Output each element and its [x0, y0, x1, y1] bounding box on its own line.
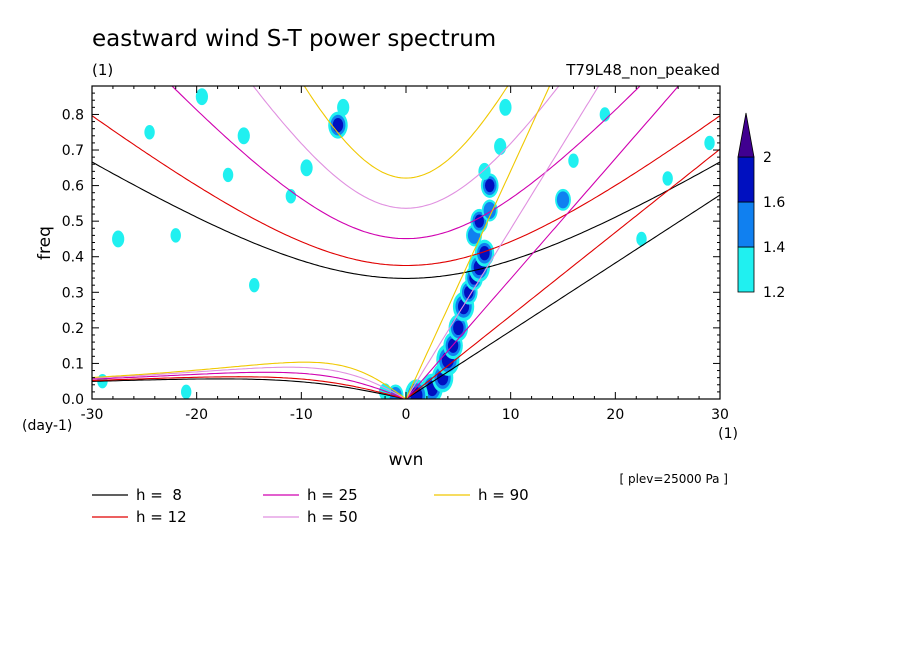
legend-item-h90: h = 90 [434, 486, 529, 504]
power-blob [494, 138, 507, 155]
x-tick-label: 0 [402, 407, 411, 423]
legend-label-h25: h = 25 [307, 486, 358, 504]
y-tick-label: 0.1 [62, 356, 84, 372]
colorbar-segment [737, 201, 755, 248]
plev-annotation: [ plev=25000 Pa ] [619, 472, 728, 486]
y-tick-label: 0.3 [62, 285, 84, 301]
x-tick-label: 10 [502, 407, 520, 423]
x-unit-label: (1) [718, 426, 738, 442]
power-blob [704, 135, 715, 151]
x-axis-label: wvn [389, 450, 424, 470]
legend-item-h25: h = 25 [263, 486, 358, 504]
rossby-curve [92, 376, 407, 399]
power-blob [474, 214, 485, 228]
colorbar-label: 1.6 [763, 195, 785, 211]
legend: h = 8 h = 12 h = 25 h = 50 h = 90 [92, 486, 529, 526]
colorbar-segment [737, 246, 755, 293]
gravity-curve [92, 161, 720, 279]
gravity-curve [92, 115, 720, 267]
legend-item-h8: h = 8 [92, 486, 182, 504]
power-blob [249, 277, 260, 293]
y-tick-label: 0.0 [62, 392, 84, 408]
colorbar-label: 2 [763, 150, 772, 166]
power-blob [181, 384, 192, 399]
plot-area [92, 86, 720, 399]
power-blob [479, 245, 490, 261]
x-tick-label: -30 [81, 407, 104, 423]
y-tick-label: 0.2 [62, 321, 84, 337]
power-blob [484, 178, 495, 193]
kelvin-curve [405, 86, 600, 399]
rossby-curve [92, 366, 407, 399]
power-blob [568, 153, 579, 168]
kelvin-curve [405, 148, 720, 399]
subtitle-left: (1) [92, 61, 113, 79]
legend-item-h12: h = 12 [92, 508, 187, 526]
legend-label-h50: h = 50 [307, 508, 358, 526]
y-tick-label: 0.4 [62, 250, 84, 266]
power-blob [144, 125, 155, 140]
kelvin-curve [405, 86, 551, 399]
y-tick-label: 0.7 [62, 143, 84, 159]
kelvin-curve [405, 194, 720, 399]
colorbar: 1.2 1.4 1.6 2 [737, 112, 785, 301]
rossby-curve [92, 361, 407, 399]
x-tick-label: 20 [606, 407, 624, 423]
power-blob [662, 171, 673, 186]
y-unit-label: (day-1) [22, 418, 72, 434]
x-tick-label: -20 [185, 407, 208, 423]
power-blob [556, 191, 570, 209]
y-tick-label: 0.6 [62, 179, 84, 195]
colorbar-label: 1.4 [763, 240, 785, 256]
legend-label-h90: h = 90 [478, 486, 529, 504]
gravity-curve [252, 86, 560, 209]
colorbar-segment [737, 156, 755, 203]
gravity-curve [171, 86, 641, 240]
y-axis-label: freq [35, 226, 55, 260]
rossby-curve [92, 371, 407, 399]
chart-title: eastward wind S-T power spectrum [92, 26, 496, 52]
gravity-curve [303, 86, 509, 179]
power-blob [453, 320, 464, 336]
subtitle-right: T79L48_non_peaked [565, 61, 720, 80]
y-axis: 0.0 0.1 0.2 0.3 0.4 0.5 0.6 0.7 0.8 [62, 92, 720, 408]
kelvin-curve [405, 86, 680, 399]
power-blob [237, 127, 250, 145]
power-blob [170, 228, 181, 243]
power-blob [499, 98, 512, 116]
x-axis: -30 -20 -10 0 10 20 30 [81, 86, 729, 423]
power-blob [483, 201, 496, 219]
y-tick-label: 0.8 [62, 107, 84, 123]
power-blob [332, 117, 344, 133]
legend-label-h8: h = 8 [136, 486, 182, 504]
colorbar-label: 1.2 [763, 285, 785, 301]
power-blob [222, 167, 234, 183]
power-blob [636, 231, 647, 247]
power-blob [300, 159, 313, 177]
power-blob [337, 98, 350, 116]
x-tick-label: -10 [290, 407, 313, 423]
colorbar-extension [737, 112, 755, 158]
power-blob [112, 230, 125, 248]
dispersion-curves [92, 86, 720, 399]
power-blob [195, 88, 209, 106]
y-tick-label: 0.5 [62, 214, 84, 230]
legend-item-h50: h = 50 [263, 508, 358, 526]
rossby-curve [92, 378, 407, 399]
x-tick-label: 30 [711, 407, 729, 423]
legend-label-h12: h = 12 [136, 508, 187, 526]
